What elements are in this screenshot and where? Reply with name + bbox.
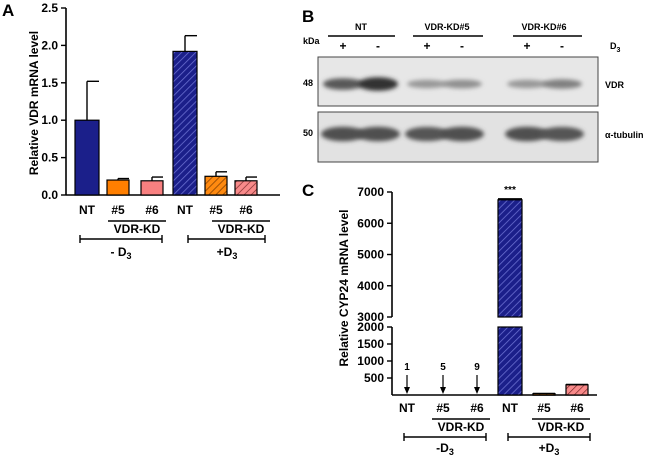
chart-a-xtick-label: #6 xyxy=(239,203,253,217)
blot-tubulin-band xyxy=(356,126,400,142)
chart-a-bar xyxy=(74,119,100,196)
chart-c-ytick-label: 2000 xyxy=(357,320,384,334)
chart-a-yaxis: 0.0 0.5 1.0 1.5 2.0 2.5 xyxy=(41,1,280,202)
chart-a-ytick-label: 1.0 xyxy=(41,113,58,127)
blot-lane-sign: + xyxy=(423,39,430,53)
chart-a-ylabel: Relative VDR mRNA level xyxy=(27,31,41,175)
chart-c-bars xyxy=(497,198,589,396)
chart-a-ytick-label: 2.5 xyxy=(41,1,58,15)
chart-a-vdrkd-label-2: VDR-KD xyxy=(218,222,265,236)
blot-group-kd5: VDR-KD#5 xyxy=(424,22,469,32)
chart-c-bar xyxy=(497,326,523,396)
chart-a: Relative VDR mRNA level 0.0 0.5 1.0 1.5 2.0 2… xyxy=(27,1,280,261)
blot-vdr-band xyxy=(323,78,363,90)
chart-c-ytick-label: 5000 xyxy=(357,248,384,262)
chart-c-ylabel: Relative CYP24 mRNA level xyxy=(337,210,351,367)
chart-c-annotations: 1 5 9 *** xyxy=(404,185,516,394)
chart-c-ytick-label: 1000 xyxy=(357,354,384,368)
blot-vdr-label: VDR xyxy=(605,80,625,90)
panel-label-c: C xyxy=(302,181,314,200)
blot-kda-label: kDa xyxy=(303,36,321,46)
chart-c-bar xyxy=(565,384,589,396)
chart-c-ytick-label: 6000 xyxy=(357,216,384,230)
blot-group-nt: NT xyxy=(355,22,367,32)
blot-lane-sign: - xyxy=(460,39,464,53)
chart-a-xtick-label: #5 xyxy=(209,203,223,217)
chart-c-arrow-head xyxy=(440,387,446,394)
blot-vdr-band xyxy=(507,79,547,89)
blot-lane-sign: + xyxy=(339,39,346,53)
chart-c-xtick-label: #5 xyxy=(436,401,450,415)
blot-tubulin-marker: 50 xyxy=(303,128,313,138)
chart-a-bar xyxy=(106,179,130,196)
blot-tubulin-band xyxy=(405,126,449,142)
blot-lane-signs: + - + - + - xyxy=(339,39,564,53)
chart-c-value-label: 1 xyxy=(404,362,410,373)
blot-vdr-band xyxy=(407,79,447,89)
chart-a-ytick-label: 2.0 xyxy=(41,38,58,52)
chart-c-ytick-label: 1500 xyxy=(357,337,384,351)
blot-vdr-band xyxy=(442,79,482,89)
panel-label-b: B xyxy=(302,7,314,26)
chart-c-value-label: 5 xyxy=(440,362,446,373)
chart-c: Relative CYP24 mRNA level 500 1000 1500 200… xyxy=(337,185,597,455)
chart-c-xtick-label: NT xyxy=(399,401,416,415)
chart-c-value-label: 9 xyxy=(474,362,480,373)
chart-a-bar xyxy=(204,175,228,196)
chart-c-ytick-label: 500 xyxy=(364,371,384,385)
chart-a-ytick-label: 0.5 xyxy=(41,151,58,165)
blot-vdr-marker: 48 xyxy=(303,78,313,88)
chart-c-significance: *** xyxy=(504,185,516,196)
chart-a-xtick-label: NT xyxy=(79,203,96,217)
chart-a-bars xyxy=(74,34,258,196)
blot-tubulin-band xyxy=(321,126,365,142)
western-blot: kDa NT VDR-KD#5 VDR-KD#6 + - + - + - D3 48 VD… xyxy=(303,22,644,163)
chart-c-xtick-label: #6 xyxy=(470,401,484,415)
chart-c-treatment-1: -D3 xyxy=(436,441,454,455)
blot-lane-sign: + xyxy=(523,39,530,53)
blot-d3-label: D3 xyxy=(610,41,621,54)
chart-c-treatment-2: +D3 xyxy=(539,441,560,455)
chart-c-arrow-head xyxy=(474,387,480,394)
chart-c-bar-upper xyxy=(497,199,523,318)
chart-c-xtick-label: NT xyxy=(502,401,519,415)
chart-a-bar xyxy=(234,180,258,196)
chart-c-arrow-head xyxy=(404,387,410,394)
blot-tubulin-band xyxy=(540,126,584,142)
chart-a-ytick-label: 0.0 xyxy=(41,188,58,202)
chart-c-xtick-label: #5 xyxy=(537,401,551,415)
blot-lane-sign: - xyxy=(560,39,564,53)
blot-tubulin-label: α-tubulin xyxy=(605,130,644,140)
chart-c-ytick-label: 3000 xyxy=(357,310,384,324)
chart-c-vdrkd-label-2: VDR-KD xyxy=(538,420,585,434)
chart-c-vdrkd-label-1: VDR-KD xyxy=(438,420,485,434)
chart-a-bar xyxy=(140,180,164,196)
chart-c-xtick-label: #6 xyxy=(570,401,584,415)
chart-a-xtick-label: NT xyxy=(177,203,194,217)
blot-vdr-band xyxy=(358,77,398,91)
chart-a-bar xyxy=(172,50,198,196)
blot-vdr-band xyxy=(542,79,582,89)
chart-a-xtick-label: #6 xyxy=(145,203,159,217)
chart-a-xlabels: NT #5 #6 NT #5 #6 xyxy=(79,203,253,217)
chart-a-treatment-1: - D3 xyxy=(110,245,131,261)
chart-a-treatment-2: +D3 xyxy=(217,245,238,261)
blot-tubulin-band xyxy=(440,126,484,142)
blot-lane-sign: - xyxy=(376,39,380,53)
chart-c-ytick-label: 7000 xyxy=(357,185,384,199)
panel-label-a: A xyxy=(2,1,14,20)
chart-a-ytick-label: 1.5 xyxy=(41,76,58,90)
chart-c-xlabels: NT #5 #6 NT #5 #6 xyxy=(399,401,584,415)
blot-group-kd6: VDR-KD#6 xyxy=(521,22,566,32)
chart-a-vdrkd-label-1: VDR-KD xyxy=(114,222,161,236)
blot-bands xyxy=(321,77,584,142)
chart-a-xtick-label: #5 xyxy=(111,203,125,217)
chart-c-ytick-label: 4000 xyxy=(357,279,384,293)
blot-tubulin-band xyxy=(505,126,549,142)
